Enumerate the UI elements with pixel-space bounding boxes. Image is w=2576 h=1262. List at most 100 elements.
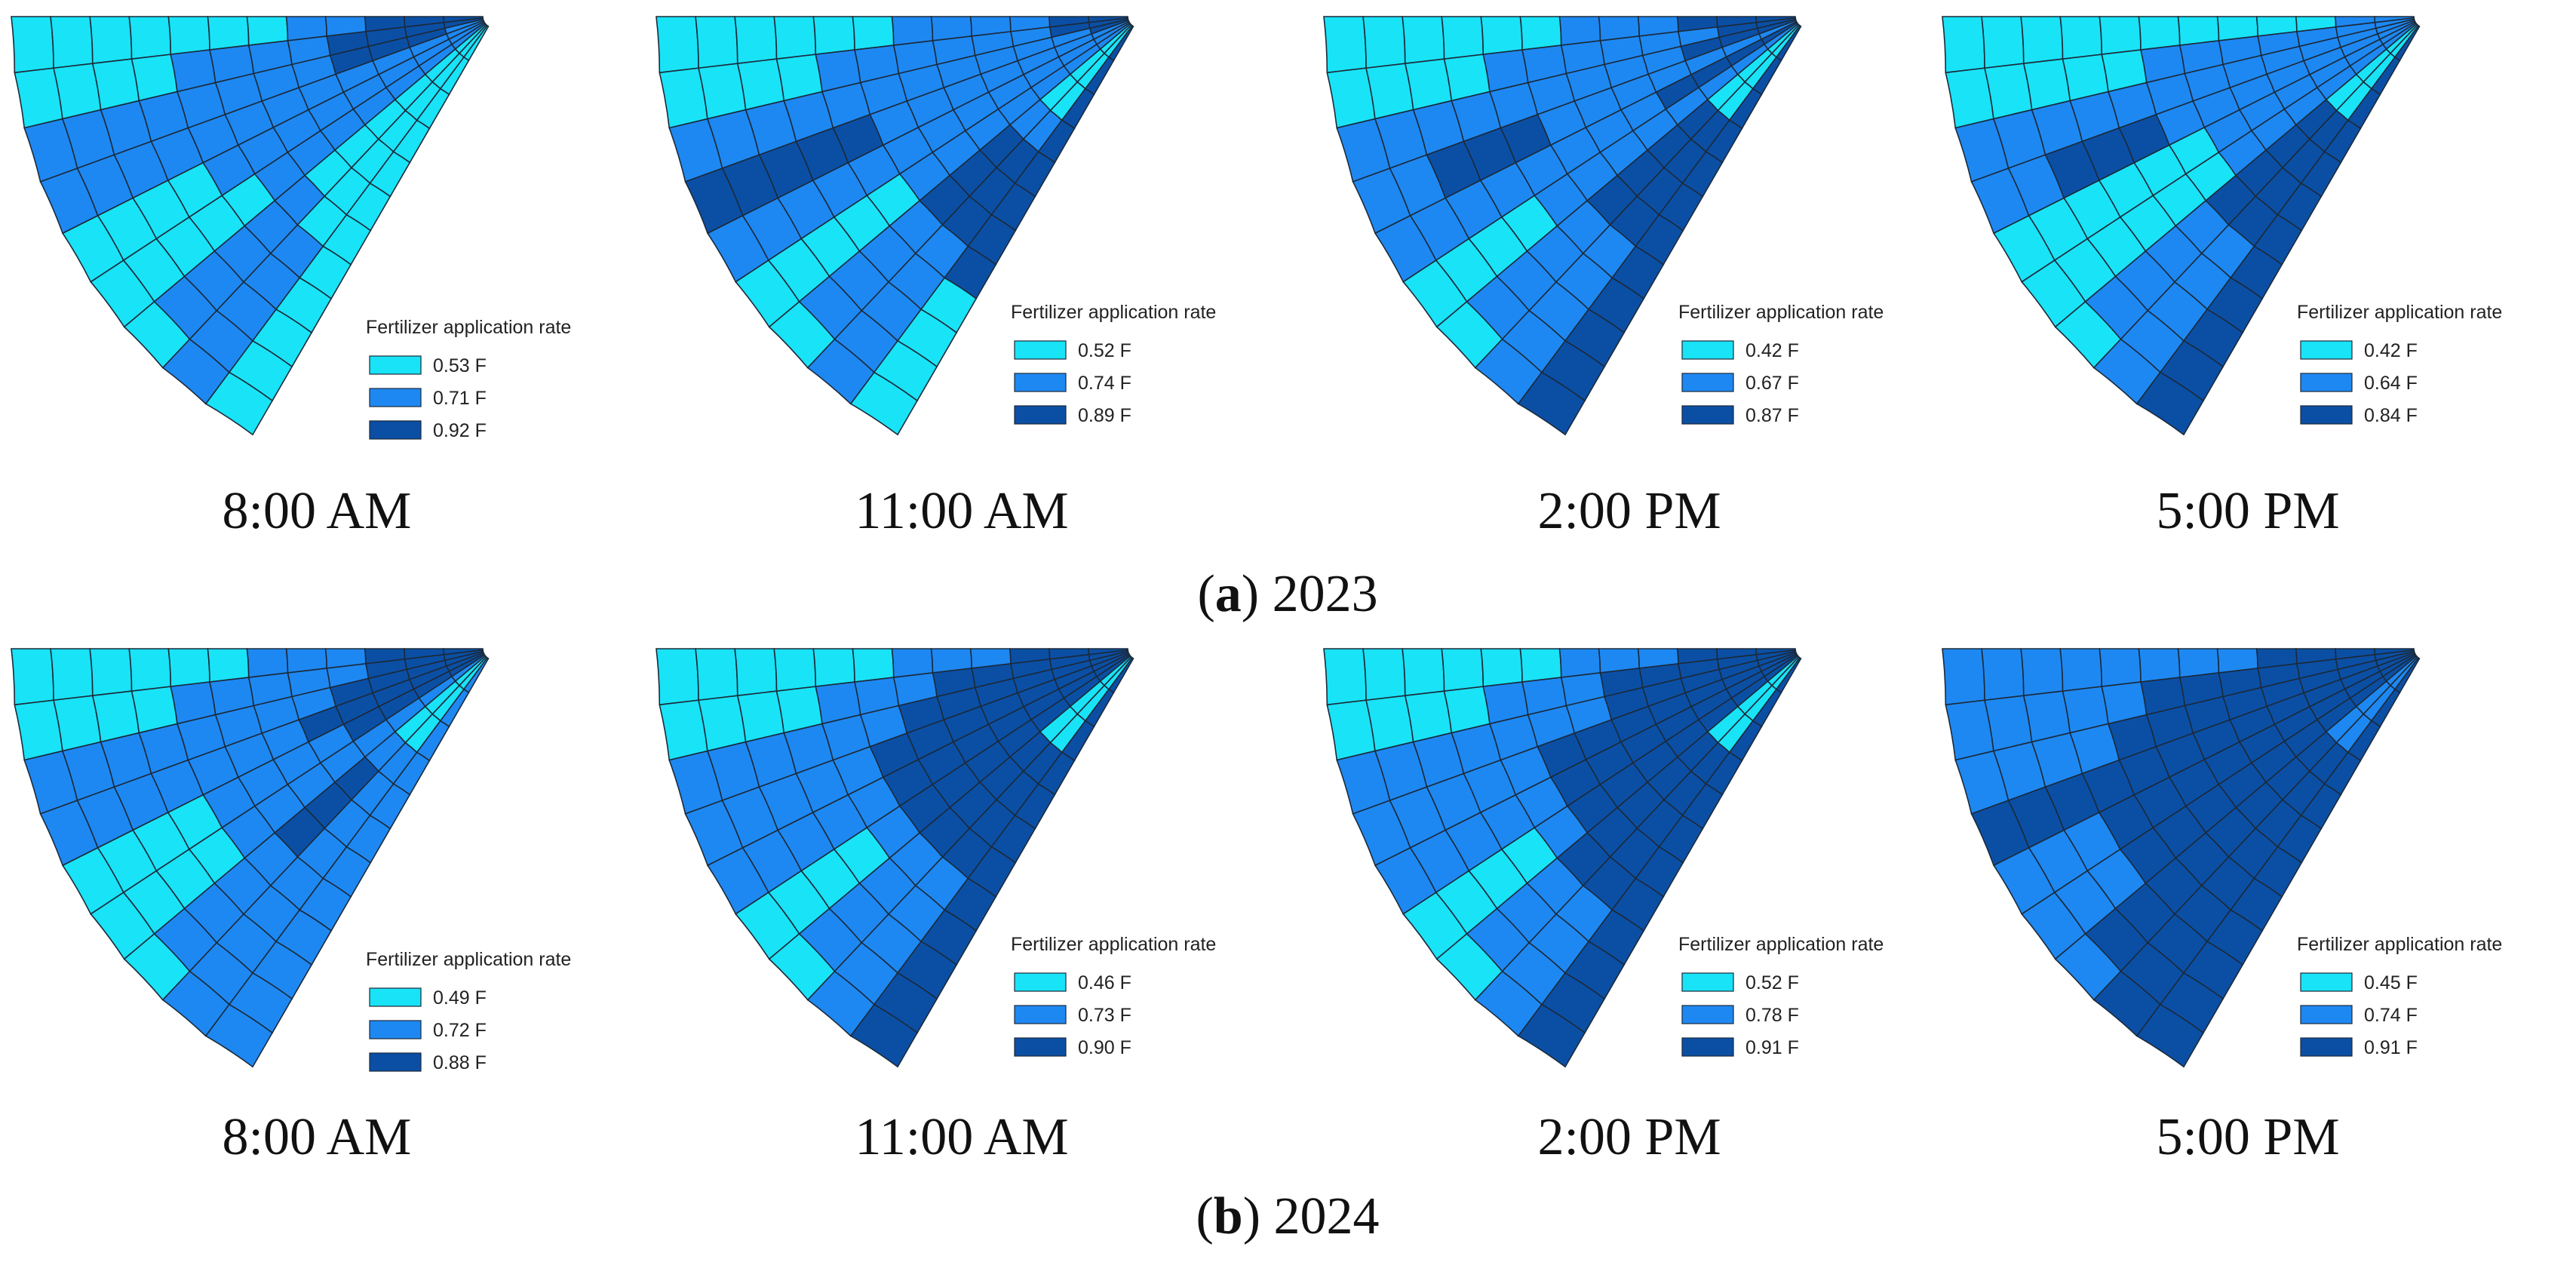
panel-title: 8:00 AM [223,482,412,540]
legend-label: 0.72 F [433,1020,487,1041]
legend-label: 0.91 F [2364,1037,2418,1058]
legend-swatch [1681,405,1734,425]
heatmap-cell [2059,648,2103,692]
heatmap-cell [2393,24,2421,62]
heatmap-cell [2020,16,2064,65]
heatmap-cell [167,16,210,56]
heatmap-cell [1942,648,1985,706]
heatmap-cell [462,656,490,694]
legend-swatch [369,388,422,407]
legend-swatch [1014,340,1067,360]
heatmap-cell [1402,16,1445,65]
legend-swatch [369,355,422,375]
legend-label: 0.52 F [1745,972,1799,993]
legend-label: 0.92 F [433,420,487,441]
panel-title: 5:00 PM [2156,482,2339,540]
heatmap-cell [11,648,54,706]
legend-label: 0.49 F [433,987,487,1009]
heatmap-panel-3: Fertilizer application rate 0.42 F 0.67 F 0… [1323,16,1884,540]
heatmap-cell [2099,16,2142,56]
legend-swatch [1681,972,1734,992]
heatmap-cell [207,648,250,683]
legend-label: 0.42 F [2364,340,2418,361]
legend-label: 0.91 F [1745,1037,1799,1058]
heatmap-cell [207,16,250,51]
heatmap-cell [2099,648,2142,688]
legend-label: 0.45 F [2364,972,2418,993]
heatmap-cell [1362,16,1406,69]
heatmap-cell [2020,648,2064,697]
legend-label: 0.46 F [1078,972,1131,993]
legend-title: Fertilizer application rate [1011,302,1216,323]
panel-title: 5:00 PM [2156,1108,2339,1166]
legend-label: 0.74 F [1078,373,1131,394]
legend-swatch [2300,972,2353,992]
panel-title: 11:00 AM [855,482,1068,540]
legend-swatch [1681,340,1734,360]
heatmap-cell [89,16,133,65]
legend-label: 0.73 F [1078,1005,1131,1026]
heatmap-cell [1942,16,1985,74]
heatmap-cell [1981,648,2025,702]
legend-label: 0.90 F [1078,1037,1131,1058]
legend-label: 0.78 F [1745,1005,1799,1026]
heatmap-cell [50,16,94,69]
heatmap-cell [1441,648,1485,692]
heatmap-cell [1323,16,1367,74]
legend-label: 0.84 F [2364,405,2418,426]
heatmap-cell [1480,648,1523,688]
heatmap-panel-8: Fertilizer application rate 0.45 F 0.74 F 0… [1942,648,2502,1166]
heatmap-cell [1775,24,1802,62]
legend-label: 0.71 F [433,388,487,409]
heatmap-cell [852,648,895,683]
heatmap-cell [734,648,778,697]
legend-title: Fertilizer application rate [1678,934,1884,955]
heatmap-cell [1981,16,2025,69]
legend-label: 0.42 F [1745,340,1799,361]
panel-title: 2:00 PM [1537,1108,1721,1166]
legend-swatch [2300,1005,2353,1024]
legend-label: 0.53 F [433,355,487,376]
legend-swatch [369,987,422,1007]
heatmap-cell [812,648,855,688]
legend-swatch [369,420,422,440]
heatmap-cell [695,648,738,702]
row-label-2024: (b) 2024 [1196,1187,1379,1245]
heatmap-panel-5: Fertilizer application rate 0.49 F 0.72 F 0… [11,648,571,1166]
heatmap-cell [1362,648,1406,702]
legend-label: 0.74 F [2364,1005,2418,1026]
legend-swatch [1014,373,1067,392]
heatmap-cell [2059,16,2103,60]
heatmap-cell [89,648,133,697]
legend-swatch [1014,972,1067,992]
heatmap-cell [1107,24,1134,62]
heatmap-cell [1107,656,1134,694]
heatmap-cell [1402,648,1445,697]
heatmap-cell [695,16,738,69]
heatmap-cell [773,648,817,692]
legend-title: Fertilizer application rate [366,317,571,338]
heatmap-cell [1480,16,1523,56]
legend-title: Fertilizer application rate [2297,302,2502,323]
heatmap-cell [1323,648,1367,706]
heatmap-cell [812,16,855,56]
legend-swatch [1014,1037,1067,1057]
heatmap-cell [11,16,54,74]
legend-title: Fertilizer application rate [1011,934,1216,955]
heatmap-panel-4: Fertilizer application rate 0.42 F 0.64 F 0… [1942,16,2502,540]
heatmap-panel-6: Fertilizer application rate 0.46 F 0.73 F 0… [656,648,1216,1166]
heatmap-cell [128,648,172,692]
heatmap-cell [2393,656,2421,694]
legend-title: Fertilizer application rate [366,949,571,970]
heatmap-cell [1519,16,1562,51]
legend-label: 0.52 F [1078,340,1131,361]
legend-swatch [1014,405,1067,425]
legend-swatch [2300,1037,2353,1057]
heatmap-cell [852,16,895,51]
heatmap-cell [734,16,778,65]
panel-title: 8:00 AM [223,1108,412,1166]
heatmap-cell [656,648,699,706]
row-label-2023: (a) 2023 [1197,565,1377,623]
legend-label: 0.64 F [2364,373,2418,394]
